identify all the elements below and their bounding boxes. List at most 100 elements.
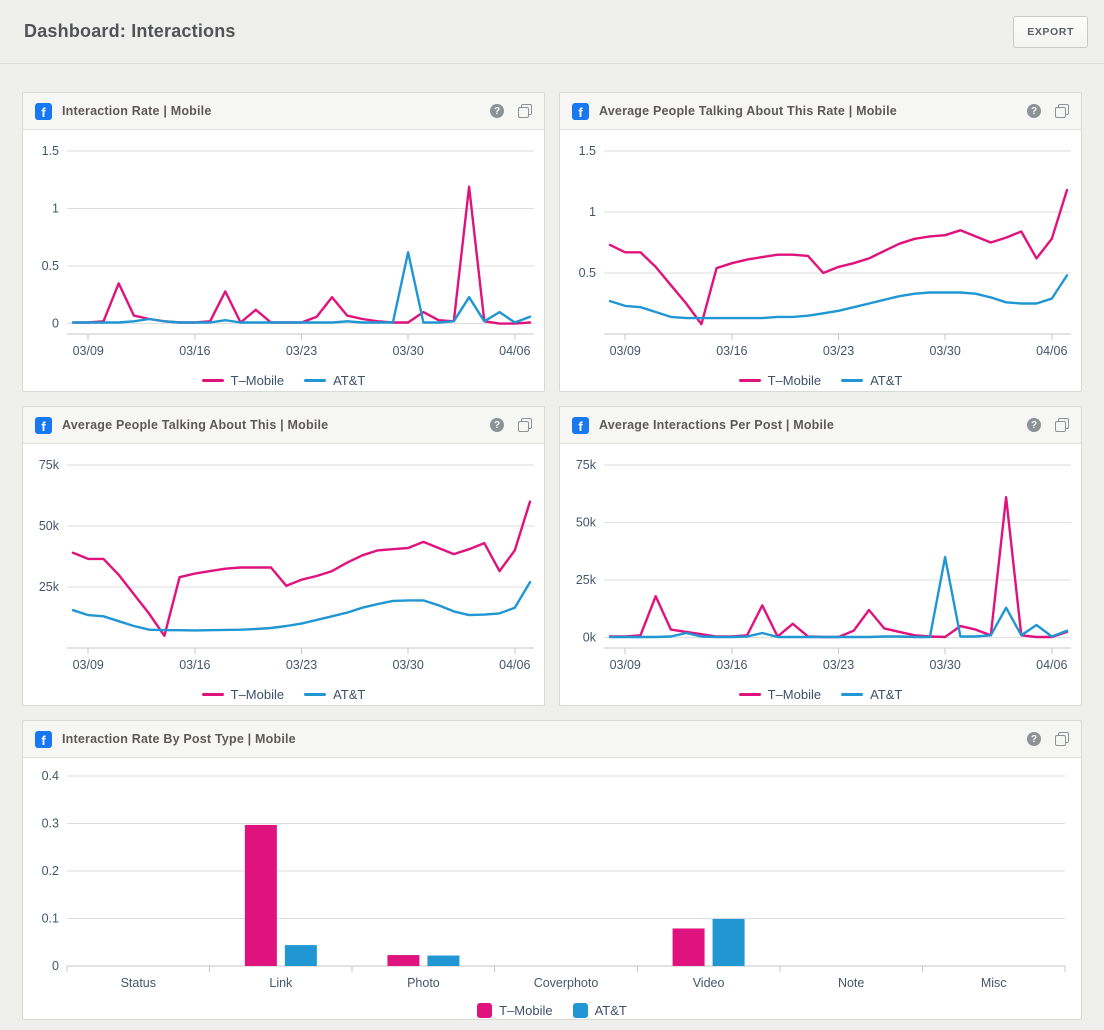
duplicate-icon[interactable] xyxy=(1055,104,1069,118)
svg-text:Photo: Photo xyxy=(407,976,440,990)
legend-swatch-att xyxy=(841,692,864,696)
legend-label: T–Mobile xyxy=(230,372,285,388)
legend-item-att[interactable]: AT&T xyxy=(841,687,902,702)
duplicate-icon[interactable] xyxy=(1055,418,1069,432)
svg-text:04/06: 04/06 xyxy=(1036,658,1067,672)
svg-text:Status: Status xyxy=(121,976,156,990)
svg-text:03/30: 03/30 xyxy=(392,658,423,672)
panel-header: f Average People Talking About This | Mo… xyxy=(23,407,544,444)
legend-item-tmobile[interactable]: T–Mobile xyxy=(738,372,822,388)
facebook-icon: f xyxy=(572,102,589,120)
legend-swatch-att xyxy=(572,1002,588,1018)
legend-swatch-tmobile xyxy=(201,692,224,696)
legend-label: AT&T xyxy=(870,372,903,388)
legend-item-att[interactable]: AT&T xyxy=(304,373,365,388)
svg-text:03/16: 03/16 xyxy=(716,344,747,358)
legend-swatch-tmobile xyxy=(477,1002,493,1018)
help-icon[interactable]: ? xyxy=(1027,418,1041,432)
dashboard-content: f Interaction Rate | Mobile ? 0 0.5 1 1.5 03… xyxy=(0,64,1104,1030)
svg-text:03/16: 03/16 xyxy=(179,658,210,672)
panel-talking-rate: f Average People Talking About This Rate… xyxy=(559,92,1082,392)
svg-text:1.5: 1.5 xyxy=(42,144,59,158)
legend-swatch-att xyxy=(304,692,327,696)
chart-legend: T–Mobile AT&T xyxy=(560,681,1081,705)
legend-item-tmobile[interactable]: T–Mobile xyxy=(201,372,285,388)
legend-swatch-tmobile xyxy=(201,378,224,382)
legend-item-att[interactable]: AT&T xyxy=(841,373,902,388)
legend-label: T–Mobile xyxy=(230,686,285,702)
svg-text:75k: 75k xyxy=(576,458,597,472)
help-icon[interactable]: ? xyxy=(1027,732,1041,746)
svg-text:1.5: 1.5 xyxy=(579,144,596,158)
bar-chart: 0 0.1 0.2 0.3 0.4 Status Link Photo Coverphoto Vi… xyxy=(42,769,1066,990)
help-icon[interactable]: ? xyxy=(490,104,504,118)
panel-body: 0.5 1 1.5 03/09 03/16 03/23 03/30 04/06 T–Mobil… xyxy=(560,130,1081,391)
panel-header: f Interaction Rate By Post Type | Mobile… xyxy=(23,721,1081,758)
panel-title: Interaction Rate | Mobile xyxy=(62,104,212,118)
svg-text:0.3: 0.3 xyxy=(42,817,59,831)
duplicate-icon[interactable] xyxy=(1055,732,1069,746)
facebook-icon: f xyxy=(35,416,52,434)
svg-text:04/06: 04/06 xyxy=(499,344,530,358)
svg-text:03/09: 03/09 xyxy=(73,658,104,672)
panel-header: f Interaction Rate | Mobile ? xyxy=(23,93,544,130)
panel-body: 0k 25k 50k 75k 03/09 03/16 03/23 03/30 04/06 T–M… xyxy=(560,444,1081,705)
legend-label: AT&T xyxy=(333,686,366,702)
legend-item-att[interactable]: AT&T xyxy=(572,1002,627,1018)
facebook-icon: f xyxy=(35,730,52,748)
legend-item-tmobile[interactable]: T–Mobile xyxy=(477,1002,553,1018)
svg-text:0: 0 xyxy=(52,959,59,973)
chart-legend: T–Mobile AT&T xyxy=(560,367,1081,391)
duplicate-icon[interactable] xyxy=(518,418,532,432)
svg-text:Note: Note xyxy=(838,976,864,990)
duplicate-icon[interactable] xyxy=(518,104,532,118)
svg-text:Video: Video xyxy=(693,976,725,990)
svg-text:0.5: 0.5 xyxy=(579,266,596,280)
svg-text:04/06: 04/06 xyxy=(1036,344,1067,358)
svg-text:03/30: 03/30 xyxy=(392,344,423,358)
panel-talking-about: f Average People Talking About This | Mo… xyxy=(22,406,545,706)
svg-text:03/16: 03/16 xyxy=(179,344,210,358)
svg-text:03/09: 03/09 xyxy=(610,344,641,358)
svg-text:0: 0 xyxy=(52,317,59,331)
line-chart: 0k 25k 50k 75k 03/09 03/16 03/23 03/30 04/06 xyxy=(576,458,1071,672)
help-icon[interactable]: ? xyxy=(1027,104,1041,118)
legend-swatch-tmobile xyxy=(738,378,761,382)
legend-swatch-tmobile xyxy=(738,692,761,696)
page-title: Dashboard: Interactions xyxy=(24,21,236,41)
legend-label: AT&T xyxy=(333,372,366,388)
legend-label: T–Mobile xyxy=(767,372,822,388)
svg-text:03/16: 03/16 xyxy=(716,658,747,672)
svg-text:Link: Link xyxy=(269,976,293,990)
chart-legend: T–Mobile AT&T xyxy=(23,997,1081,1019)
svg-text:25k: 25k xyxy=(576,573,597,587)
svg-text:25k: 25k xyxy=(39,580,60,594)
legend-label: T–Mobile xyxy=(767,686,822,702)
legend-item-tmobile[interactable]: T–Mobile xyxy=(201,686,285,702)
chart-legend: T–Mobile AT&T xyxy=(23,681,544,705)
legend-swatch-att xyxy=(841,378,864,382)
legend-item-att[interactable]: AT&T xyxy=(304,687,365,702)
svg-text:03/23: 03/23 xyxy=(823,658,854,672)
panel-title: Interaction Rate By Post Type | Mobile xyxy=(62,732,296,746)
legend-label: T–Mobile xyxy=(499,1002,553,1018)
panel-title: Average People Talking About This | Mobi… xyxy=(62,418,329,432)
panel-rate-by-post-type: f Interaction Rate By Post Type | Mobile… xyxy=(22,720,1082,1020)
svg-text:03/23: 03/23 xyxy=(823,344,854,358)
export-button[interactable]: EXPORT xyxy=(1013,15,1088,48)
svg-text:Misc: Misc xyxy=(981,976,1007,990)
legend-swatch-att xyxy=(304,378,327,382)
help-icon[interactable]: ? xyxy=(490,418,504,432)
svg-text:50k: 50k xyxy=(576,516,597,530)
svg-text:0k: 0k xyxy=(583,631,597,645)
svg-text:03/30: 03/30 xyxy=(929,344,960,358)
svg-text:75k: 75k xyxy=(39,458,60,472)
panel-body: 0 0.1 0.2 0.3 0.4 Status Link Photo Coverphoto Vi… xyxy=(23,758,1081,1019)
svg-text:03/23: 03/23 xyxy=(286,658,317,672)
line-chart: 0 0.5 1 1.5 03/09 03/16 03/23 03/30 04/06 xyxy=(42,144,534,358)
chart-legend: T–Mobile AT&T xyxy=(23,367,544,391)
svg-text:50k: 50k xyxy=(39,519,60,533)
svg-text:1: 1 xyxy=(589,205,596,219)
legend-item-tmobile[interactable]: T–Mobile xyxy=(738,686,822,702)
page-header: Dashboard: Interactions EXPORT xyxy=(0,0,1104,64)
